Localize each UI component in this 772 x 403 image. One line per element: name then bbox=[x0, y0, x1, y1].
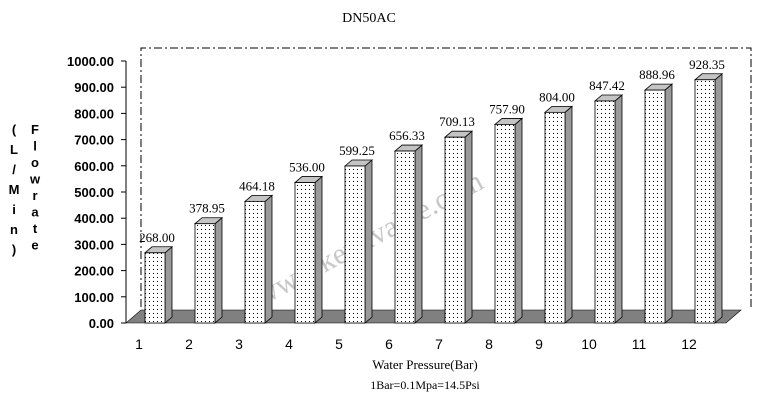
bar-value-label: 599.25 bbox=[339, 143, 375, 158]
bar-value-label: 804.00 bbox=[539, 89, 575, 104]
bar-side bbox=[164, 245, 173, 324]
bar-value-label: 536.00 bbox=[289, 160, 325, 175]
bar-side bbox=[614, 94, 623, 324]
bar bbox=[644, 89, 666, 324]
chart-title: DN50AC bbox=[342, 11, 396, 26]
x-tick-label: 4 bbox=[285, 336, 293, 352]
bar bbox=[594, 100, 616, 324]
bar-side bbox=[714, 72, 723, 324]
back-wall-frame bbox=[140, 47, 752, 323]
y-tick-label: 200.00 bbox=[74, 264, 114, 279]
bar-side bbox=[264, 194, 273, 324]
x-axis-ticks: 1 2 3 4 5 6 7 8 9 10 11 12 bbox=[135, 336, 697, 352]
y-tick-label: 100.00 bbox=[74, 290, 114, 305]
bar-side bbox=[664, 83, 673, 324]
bar-side bbox=[364, 159, 373, 324]
x-tick-label: 12 bbox=[681, 336, 697, 352]
bar-series: 268.00 378.95 464.18 536.00 599.25 656.33 709.… bbox=[139, 57, 725, 324]
x-tick-label: 10 bbox=[581, 336, 597, 352]
bar bbox=[244, 200, 266, 324]
bar-value-label: 847.42 bbox=[589, 78, 625, 93]
y-tick-label: 300.00 bbox=[74, 237, 114, 252]
chart-floor bbox=[125, 309, 742, 324]
bar-side bbox=[314, 175, 323, 324]
bar bbox=[194, 223, 216, 324]
bar-side bbox=[564, 105, 573, 324]
bar bbox=[494, 124, 516, 324]
x-tick-label: 11 bbox=[632, 336, 647, 352]
x-tick-label: 2 bbox=[185, 336, 193, 352]
bar-side bbox=[514, 117, 523, 324]
bar-value-label: 464.18 bbox=[239, 178, 275, 193]
y-tick-label: 500.00 bbox=[74, 185, 114, 200]
x-tick-label: 3 bbox=[235, 336, 243, 352]
bar-side bbox=[414, 144, 423, 324]
bar-side bbox=[464, 130, 473, 324]
bar-side bbox=[214, 216, 223, 324]
bar bbox=[694, 79, 716, 324]
bar bbox=[444, 136, 466, 324]
bar-value-label: 709.13 bbox=[439, 114, 475, 129]
x-tick-label: 5 bbox=[335, 336, 343, 352]
bar-value-label: 757.90 bbox=[489, 101, 525, 116]
y-tick-label: 900.00 bbox=[74, 80, 114, 95]
y-tick-label: 0.00 bbox=[89, 316, 114, 331]
bar bbox=[294, 182, 316, 324]
x-tick-label: 8 bbox=[485, 336, 493, 352]
bar-value-label: 888.96 bbox=[639, 67, 675, 82]
bar-value-label: 928.35 bbox=[689, 57, 725, 72]
bar bbox=[394, 150, 416, 324]
x-tick-label: 9 bbox=[535, 336, 543, 352]
bar bbox=[144, 252, 166, 324]
y-tick-label: 700.00 bbox=[74, 133, 114, 148]
y-tick-label: 800.00 bbox=[74, 106, 114, 121]
y-tick-label: 1000.00 bbox=[67, 54, 114, 69]
bar-value-label: 268.00 bbox=[139, 230, 175, 245]
y-tick-label: 400.00 bbox=[74, 211, 114, 226]
x-tick-label: 1 bbox=[135, 336, 143, 352]
bar bbox=[544, 111, 566, 324]
x-tick-label: 7 bbox=[435, 336, 443, 352]
bar-value-label: 656.33 bbox=[389, 128, 425, 143]
conversion-note: 1Bar=0.1Mpa=14.5Psi bbox=[370, 378, 480, 392]
bar bbox=[344, 165, 366, 324]
y-axis-ticks: 0.00 100.00 200.00 300.00 400.00 500.00 600.00… bbox=[67, 54, 126, 331]
y-tick-label: 600.00 bbox=[74, 159, 114, 174]
x-tick-label: 6 bbox=[385, 336, 393, 352]
bar-value-label: 378.95 bbox=[189, 201, 225, 216]
x-axis-label: Water Pressure(Bar) bbox=[372, 357, 477, 372]
